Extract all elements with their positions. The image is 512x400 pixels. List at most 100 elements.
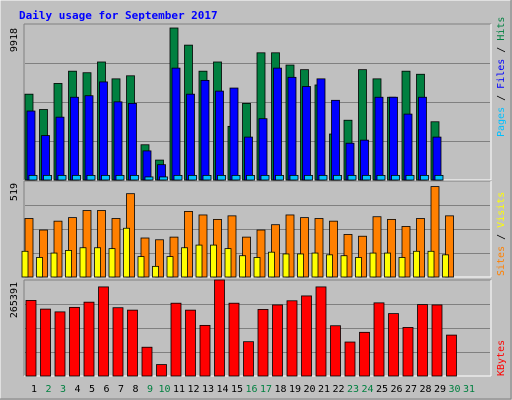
day-label: 18	[274, 384, 286, 395]
pages-bar	[202, 175, 212, 181]
files-bar	[229, 87, 239, 181]
files-bar	[258, 118, 268, 181]
visits-bar	[271, 224, 280, 278]
sites-bar	[181, 247, 188, 278]
kbytes-bar	[98, 286, 109, 377]
sites-bar	[340, 255, 348, 278]
day-label: 3	[60, 384, 66, 395]
panel-hits-files-pages	[23, 23, 492, 181]
day-label: 28	[419, 384, 431, 395]
kbytes-bar	[199, 324, 211, 377]
kbytes-bar	[141, 346, 153, 377]
visits-bar	[111, 218, 121, 278]
files-bar	[244, 136, 253, 181]
legend-sites-visits: Sites / Visits	[496, 192, 507, 276]
pages-bar	[144, 176, 154, 181]
kbytes-bar	[344, 341, 356, 377]
sites-bar	[36, 257, 43, 278]
pages-bar	[101, 175, 110, 181]
kbytes-bar	[69, 306, 80, 377]
panel-visits-sites	[21, 180, 492, 278]
files-bar	[331, 99, 340, 181]
sites-bar	[123, 227, 130, 278]
files-bar	[171, 67, 181, 181]
x-axis-day-labels: 1 2 3 4 5 6 7 8 9 10 11 12 13 14 15 16 17 18 19 20 21 22 23 24 2…	[31, 384, 475, 395]
visits-bar	[285, 214, 295, 278]
kbytes-bar	[417, 304, 428, 377]
sites-bar	[21, 250, 29, 278]
visits-bar	[184, 211, 193, 278]
kbytes-bar	[446, 334, 457, 377]
sites-bar	[253, 257, 261, 278]
legend-kbytes: KBytes	[496, 340, 507, 376]
files-bar	[432, 136, 442, 181]
kbytes-bar	[301, 295, 312, 377]
pages-bar	[28, 175, 38, 181]
kbytes-bar	[388, 313, 399, 377]
files-bar	[287, 76, 297, 181]
day-label: 25	[376, 384, 388, 395]
files-bar	[418, 96, 427, 181]
day-label: 20	[303, 384, 315, 395]
visits-bar	[155, 239, 164, 278]
kbytes-bar	[359, 331, 370, 377]
sites-bar	[355, 257, 362, 278]
visits-bar	[416, 218, 425, 278]
day-label: 14	[216, 384, 228, 395]
pages-bar	[333, 175, 342, 181]
files-bar	[273, 67, 282, 181]
day-label: 27	[405, 384, 417, 395]
pages-bar	[72, 175, 81, 181]
files-bar	[128, 102, 137, 181]
day-label: 21	[318, 384, 330, 395]
files-bar	[186, 93, 195, 181]
sites-bar	[50, 252, 58, 278]
pages-bar	[420, 175, 429, 181]
pages-bar	[43, 175, 52, 181]
visits-bar	[329, 220, 338, 278]
visits-bar	[387, 218, 396, 278]
visits-bar	[53, 220, 63, 278]
sites-bar	[413, 250, 420, 278]
kbytes-bar	[373, 302, 385, 377]
day-label: 15	[231, 384, 243, 395]
pages-bar	[246, 175, 255, 181]
visits-bar	[97, 210, 106, 278]
visits-bar	[68, 217, 77, 278]
pages-bar	[57, 175, 67, 181]
kbytes-bar	[214, 279, 225, 377]
pages-bar	[115, 175, 125, 181]
day-label: 8	[132, 384, 138, 395]
sites-bar	[239, 255, 246, 278]
pages-bar	[304, 175, 313, 181]
files-bar	[374, 96, 384, 181]
pages-bar	[217, 175, 226, 181]
sites-bar	[210, 244, 217, 278]
sites-bar	[94, 247, 101, 278]
day-label: 1	[31, 384, 37, 395]
pages-bar	[391, 175, 400, 181]
kbytes-bar	[228, 302, 240, 377]
sites-bar	[137, 256, 145, 278]
day-label: 19	[289, 384, 301, 395]
visits-bar	[401, 226, 411, 278]
sites-bar	[65, 250, 72, 278]
y-max-label-middle: 519	[9, 183, 20, 201]
kbytes-bar	[170, 302, 182, 377]
files-bar	[389, 96, 398, 181]
day-label: 16	[245, 384, 257, 395]
kbytes-bar	[185, 309, 196, 377]
day-label: 24	[361, 384, 373, 395]
sites-bar	[224, 248, 232, 278]
pages-bar	[289, 175, 299, 181]
kbytes-bar	[112, 307, 124, 377]
day-label: 26	[390, 384, 402, 395]
kbytes-bar	[330, 325, 341, 377]
sites-bar	[152, 265, 159, 278]
kbytes-bar	[54, 311, 66, 377]
day-label: 17	[260, 384, 272, 395]
day-label: 5	[89, 384, 95, 395]
files-bar	[70, 96, 79, 181]
files-bar	[142, 150, 152, 181]
day-label: 22	[332, 384, 344, 395]
